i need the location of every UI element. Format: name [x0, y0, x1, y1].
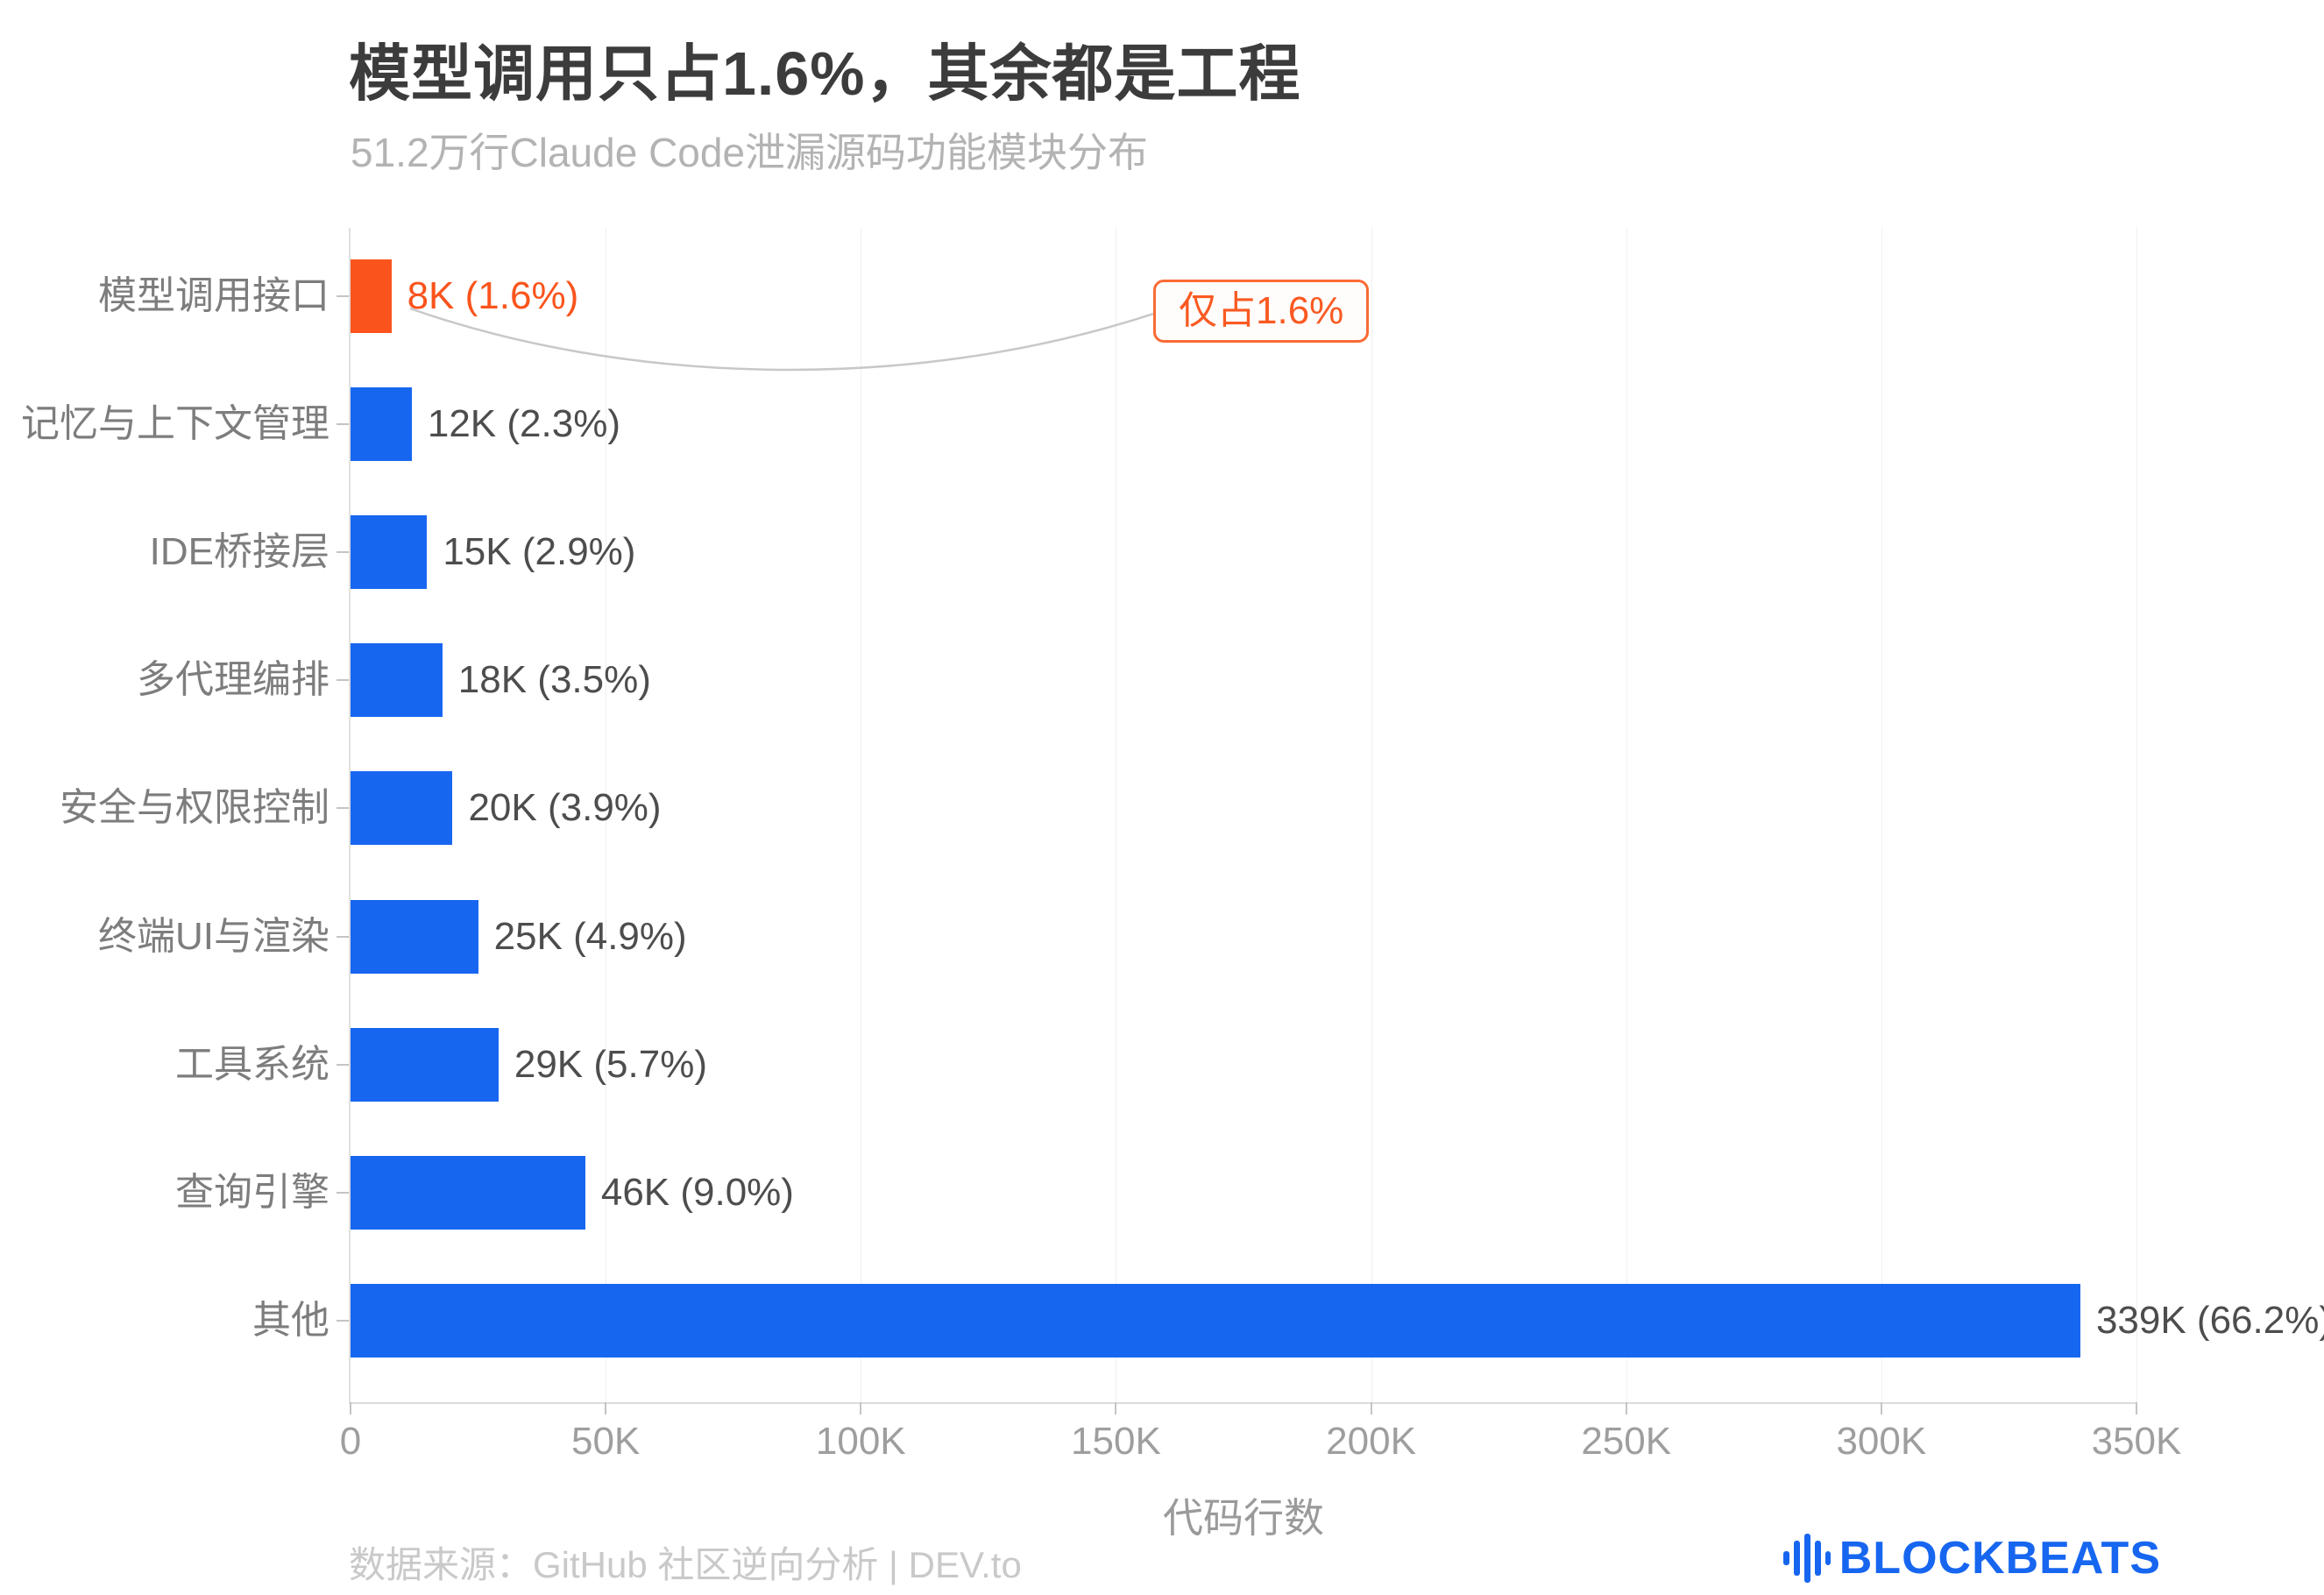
bar [351, 1027, 499, 1102]
category-label: 其他 [252, 1298, 329, 1342]
bar [351, 771, 453, 846]
bar [351, 643, 443, 718]
bar-value-label: 8K (1.6%) [407, 274, 579, 317]
x-axis-tick-label: 50K [570, 1420, 641, 1463]
bar [351, 899, 478, 974]
x-axis-tick [860, 1402, 862, 1414]
x-axis-tick-label: 0 [339, 1420, 362, 1463]
x-axis-title: 代码行数 [1163, 1495, 1324, 1541]
annotation-callout: 仅占1.6% [1153, 280, 1370, 343]
y-axis-tick [337, 551, 349, 554]
x-axis-tick [1625, 1402, 1627, 1414]
bar-value-label: 46K (9.0%) [600, 1170, 794, 1214]
plot-area: 代码行数 0 50K 100K 150K 200K 250K 300K 350K 模型调用接口 8… [21, 228, 2324, 1541]
bar-highlighted [351, 259, 392, 333]
category-label: 模型调用接口 [98, 274, 329, 317]
x-axis-tick [1880, 1402, 1882, 1414]
x-axis-tick-label: 150K [1071, 1420, 1161, 1463]
category-label: IDE桥接层 [149, 530, 329, 574]
bar [351, 1283, 2080, 1358]
x-gridline [2136, 228, 2137, 1402]
blockbeats-logo: BLOCKBEATS [1782, 1532, 2161, 1584]
bar-value-label: 29K (5.7%) [514, 1042, 707, 1086]
blockbeats-logo-text: BLOCKBEATS [1839, 1533, 2161, 1584]
bar [351, 1155, 585, 1230]
bar-value-label: 15K (2.9%) [443, 530, 636, 574]
chart-title: 模型调用只占1.6%，其余都是工程 [349, 39, 1301, 108]
category-label: 记忆与上下文管理 [21, 402, 329, 446]
y-axis-tick [337, 807, 349, 810]
bar [351, 515, 428, 590]
x-axis-tick-label: 350K [2091, 1420, 2182, 1463]
y-axis-tick [337, 1319, 349, 1322]
bar-value-label: 18K (3.5%) [457, 658, 651, 702]
bar-value-label: 339K (66.2%) [2095, 1298, 2324, 1342]
category-label: 多代理编排 [137, 658, 329, 702]
x-axis-tick [2136, 1402, 2137, 1414]
annotation-text: 仅占1.6% [1179, 289, 1344, 332]
y-axis-tick [337, 423, 349, 426]
y-axis-tick [337, 295, 349, 297]
category-label: 工具系统 [175, 1042, 329, 1086]
x-axis-tick [605, 1402, 607, 1414]
bar-value-label: 20K (3.9%) [468, 786, 662, 830]
chart-subtitle: 51.2万行Claude Code泄漏源码功能模块分布 [351, 130, 1149, 175]
x-gridline [1371, 228, 1372, 1402]
y-axis-tick [337, 1191, 349, 1194]
bar [351, 387, 412, 462]
x-axis-tick-label: 300K [1836, 1420, 1927, 1463]
x-axis-tick [1115, 1402, 1117, 1414]
category-label: 终端UI与渲染 [98, 914, 329, 958]
x-gridline [1626, 228, 1627, 1402]
bar-value-label: 25K (4.9%) [493, 914, 687, 958]
x-axis-tick-label: 100K [815, 1420, 906, 1463]
x-axis-tick [1370, 1402, 1372, 1414]
category-label: 安全与权限控制 [60, 786, 329, 830]
data-source-note: 数据来源：GitHub 社区逆向分析 | DEV.to [349, 1544, 1022, 1585]
bar-value-label: 12K (2.3%) [427, 402, 620, 446]
x-axis-tick-label: 250K [1581, 1420, 1672, 1463]
category-label: 查询引擎 [175, 1170, 329, 1214]
blockbeats-logo-icon [1782, 1534, 1831, 1583]
x-axis-tick-label: 200K [1326, 1420, 1416, 1463]
x-axis-tick [350, 1402, 351, 1414]
x-gridline [1881, 228, 1882, 1402]
y-axis-tick [337, 935, 349, 938]
y-axis-tick [337, 1063, 349, 1066]
y-axis-tick [337, 679, 349, 682]
